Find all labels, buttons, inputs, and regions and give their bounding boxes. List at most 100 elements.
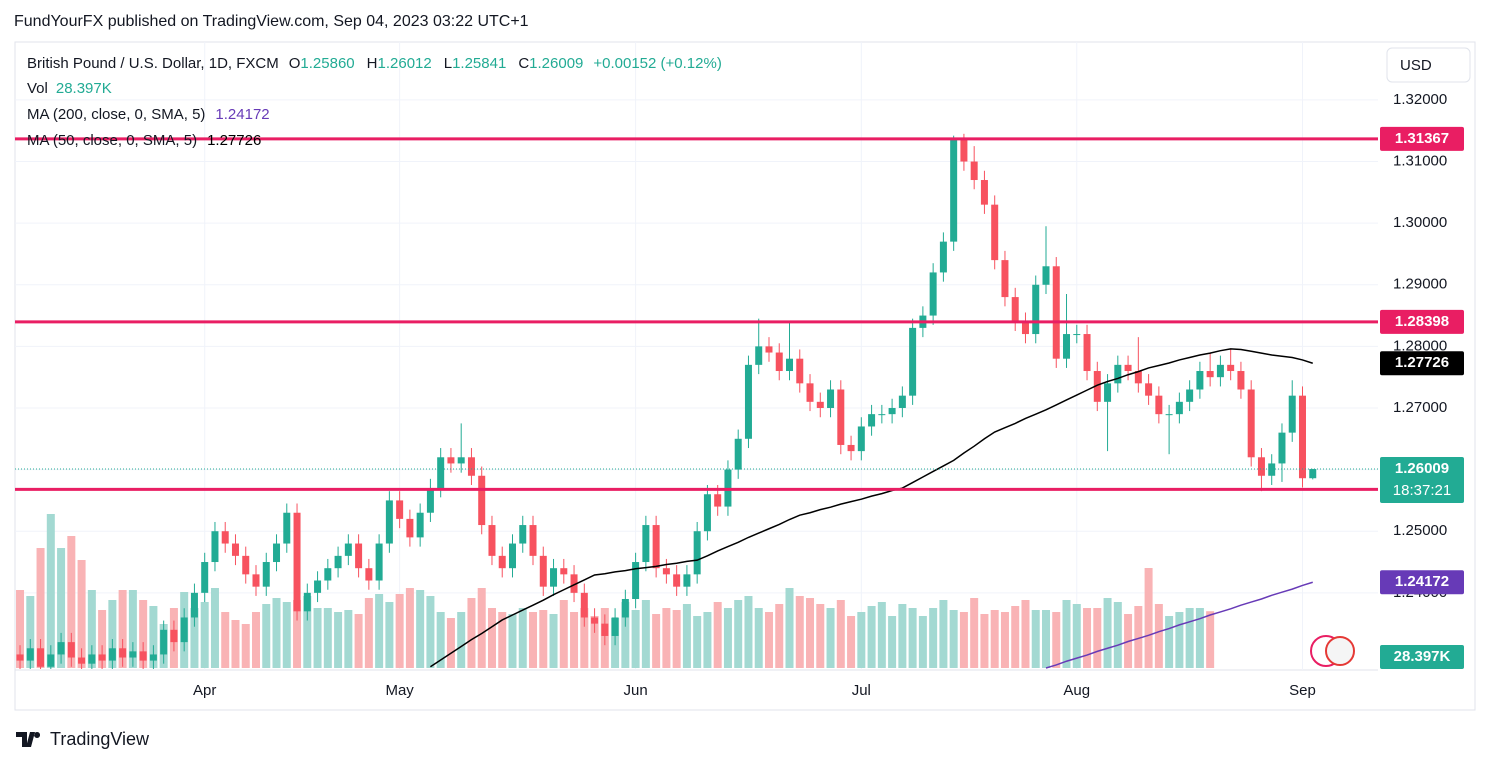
currency-button[interactable] [1386, 47, 1471, 83]
candle-body [755, 346, 763, 365]
x-tick-label: Sep [1289, 682, 1316, 699]
candle-body [1001, 260, 1009, 298]
candle-body [396, 500, 404, 519]
candle-body [939, 241, 947, 273]
x-tick-label: Apr [193, 682, 216, 699]
candle-body [1175, 401, 1183, 415]
volume-bar [570, 612, 579, 668]
volume-bar [764, 612, 773, 668]
candle-body [170, 629, 178, 643]
candle-body [129, 651, 137, 658]
volume-bar [323, 608, 332, 668]
volume-bar [1134, 606, 1143, 668]
candle-body [1196, 371, 1204, 390]
candle-body [611, 617, 619, 636]
candle-body [488, 525, 496, 556]
volume-bar [1185, 608, 1194, 668]
candle-body [160, 629, 168, 655]
candle-body [909, 327, 917, 396]
candle-body [190, 592, 198, 618]
volume-bar [1062, 600, 1071, 668]
volume-bar [364, 598, 373, 668]
price-badge-label: 1.27726 [1395, 354, 1449, 371]
ohlc-key: H [367, 55, 378, 72]
volume-bar [1072, 604, 1081, 668]
candle-body [98, 654, 106, 661]
candle-layer [16, 133, 1317, 669]
volume-bar [898, 604, 907, 668]
ohlc-value: 1.25860 [300, 55, 354, 72]
volume-bar [959, 612, 968, 668]
legend: British Pound / U.S. Dollar, 1D, FXCM O1.… [27, 55, 722, 149]
price-badge-label: 1.28398 [1395, 313, 1449, 330]
candle-body [796, 358, 804, 384]
candle-body [416, 512, 424, 538]
candle-body [1155, 395, 1163, 415]
candle-body [108, 648, 116, 661]
volume-bar [847, 616, 856, 668]
volume-bar [939, 600, 948, 668]
candle-body [467, 457, 475, 476]
candle-body [78, 657, 86, 664]
candle-body [550, 568, 558, 587]
candle-body [765, 346, 773, 353]
candle-body [888, 407, 896, 415]
grid [15, 42, 1378, 670]
y-tick-label: 1.25000 [1393, 522, 1447, 539]
ohlc-value: 1.26012 [378, 55, 432, 72]
candle-body [560, 568, 568, 575]
volume-bar [652, 614, 661, 668]
candle-body [980, 180, 988, 205]
candle-body [211, 531, 219, 563]
ohlc-key: O [289, 55, 301, 72]
volume-bar [1165, 616, 1174, 668]
volume-bar [139, 600, 148, 668]
candle-body [970, 161, 978, 181]
candle-body [1124, 364, 1132, 372]
candle-body [673, 574, 681, 587]
volume-bar [693, 616, 702, 668]
countdown: 18:37:21 [1393, 482, 1451, 499]
candle-body [385, 500, 393, 544]
candle-body [1298, 395, 1306, 479]
candle-body [457, 457, 465, 464]
price-badge-label: 1.26009 [1395, 460, 1449, 477]
candle-body [1032, 284, 1040, 335]
volume-badge [1380, 645, 1464, 669]
volume-bar [98, 610, 107, 668]
logo-mark [16, 732, 41, 747]
volume-bar [77, 560, 86, 668]
y-tick-label: 1.30000 [1393, 214, 1447, 231]
volume-bar [990, 610, 999, 668]
volume-bar [200, 602, 209, 668]
candle-body [1247, 389, 1255, 458]
volume-bar [970, 598, 979, 668]
volume-bar [631, 610, 640, 668]
x-tick-label: Jun [624, 682, 648, 699]
volume-bar [303, 596, 312, 668]
candle-body [314, 580, 322, 593]
volume-bar [662, 608, 671, 668]
candle-body [1104, 383, 1112, 402]
price-badge [1380, 309, 1464, 334]
candle-body [47, 654, 55, 667]
candle-body [1227, 364, 1235, 372]
volume-bar [241, 624, 250, 668]
candle-body [252, 574, 260, 587]
candle-body [1134, 371, 1142, 384]
volume-bar [252, 612, 261, 668]
candle-body [703, 494, 711, 532]
ohlc-key: C [518, 55, 529, 72]
candle-body [1268, 463, 1276, 476]
volume-bar [508, 614, 517, 668]
candle-body [632, 562, 640, 599]
brand-name: TradingView [50, 729, 150, 749]
candle-body [365, 568, 373, 581]
candle-body [519, 525, 527, 544]
candle-body [1257, 457, 1265, 476]
icon-circle [1325, 636, 1355, 666]
y-tick-label: 1.29000 [1393, 276, 1447, 293]
volume-bar [836, 600, 845, 668]
change: +0.00152 (+0.12%) [593, 55, 721, 72]
volume-bar [559, 600, 568, 668]
